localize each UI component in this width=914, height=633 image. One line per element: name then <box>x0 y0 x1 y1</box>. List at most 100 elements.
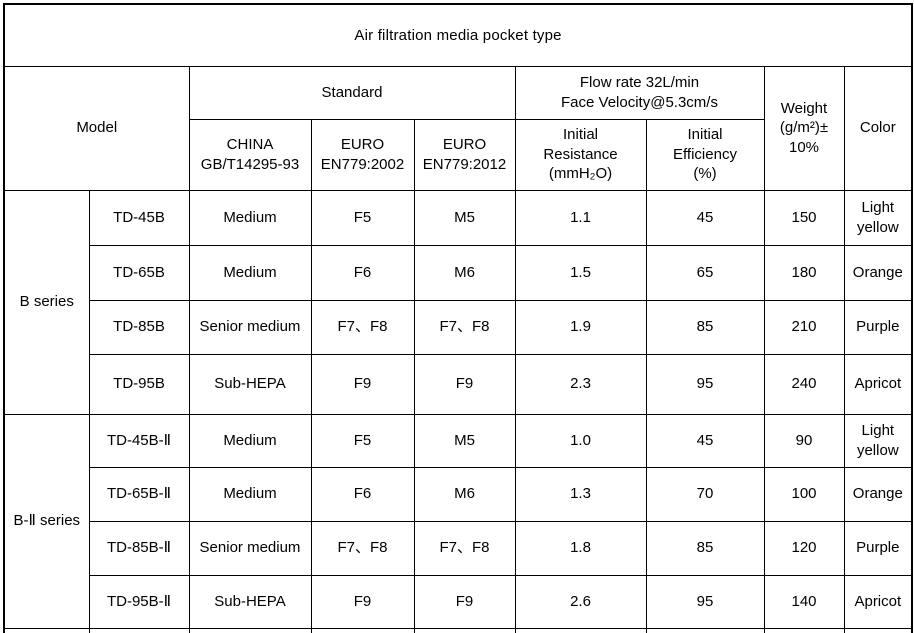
header-initial-efficiency: Initial Efficiency (%) <box>645 118 765 191</box>
empty-cell <box>310 627 415 633</box>
table-row: B series TD-45B Medium F5 M5 1.1 45 150 … <box>3 189 913 415</box>
empty-cell <box>514 627 647 633</box>
weight-cell: 210 <box>763 299 845 355</box>
euro2002-cell: F5 <box>310 189 415 246</box>
table-title: Air filtration media pocket type <box>3 3 913 67</box>
weight-cell: 90 <box>763 413 845 468</box>
color-cell: Apricot <box>843 353 913 415</box>
color-cell: Light yellow <box>843 413 913 468</box>
header-flow-rate: Flow rate 32L/min Face Velocity@5.3cm/s <box>514 65 765 120</box>
weight-cell: 240 <box>763 353 845 415</box>
resistance-cell: 2.6 <box>514 574 647 629</box>
efficiency-cell: 85 <box>645 520 765 576</box>
header-row-1: Model Standard Flow rate 32L/min Face Ve… <box>3 65 913 191</box>
resistance-cell: 1.8 <box>514 520 647 576</box>
model-cell: TD-85B-Ⅱ <box>88 520 190 576</box>
model-cell: TD-85B <box>88 299 190 355</box>
efficiency-cell: 95 <box>645 353 765 415</box>
table-row: TD-95B-Ⅱ Sub-HEPA F9 F9 2.6 95 140 Apric… <box>4 574 913 629</box>
table-row: TD-95B Sub-HEPA F9 F9 2.3 95 240 Apricot <box>4 353 913 415</box>
euro2002-cell: F6 <box>310 466 415 522</box>
weight-cell: 120 <box>763 520 845 576</box>
series-label-b2: B-Ⅱ series <box>3 413 90 629</box>
euro2012-cell: M5 <box>413 189 516 246</box>
china-grade-cell: Medium <box>188 413 312 468</box>
china-grade-cell: Sub-HEPA <box>188 353 312 415</box>
weight-cell: 150 <box>763 189 845 246</box>
euro2002-cell: F5 <box>310 413 415 468</box>
header-standard: Standard <box>188 65 516 120</box>
empty-cell <box>763 627 845 633</box>
table-row: TD-65B Medium F6 M6 1.5 65 180 Orange <box>4 244 913 301</box>
series-label-b: B series <box>3 189 90 415</box>
air-filtration-spec-table: Air filtration media pocket type Model S… <box>3 3 914 633</box>
china-grade-cell: Senior medium <box>188 299 312 355</box>
efficiency-cell: 45 <box>645 413 765 468</box>
color-cell: Purple <box>843 299 913 355</box>
china-grade-cell: Sub-HEPA <box>188 574 312 629</box>
efficiency-cell: 70 <box>645 466 765 522</box>
model-cell: TD-65B-Ⅱ <box>88 466 190 522</box>
china-grade-cell: Medium <box>188 189 312 246</box>
color-cell: Apricot <box>843 574 913 629</box>
empty-cell <box>3 627 90 633</box>
euro2012-cell: M5 <box>413 413 516 468</box>
euro2012-cell: F7、F8 <box>413 520 516 576</box>
euro2002-cell: F6 <box>310 244 415 301</box>
resistance-cell: 1.5 <box>514 244 647 301</box>
table-row: TD-65B-Ⅱ Medium F6 M6 1.3 70 100 Orange <box>4 466 913 522</box>
model-cell: TD-65B <box>88 244 190 301</box>
model-cell: TD-45B <box>88 189 190 246</box>
table-row: TD-85B Senior medium F7、F8 F7、F8 1.9 85 … <box>4 299 913 355</box>
color-cell: Orange <box>843 466 913 522</box>
title-row: Air filtration media pocket type <box>3 3 913 67</box>
empty-cell <box>843 627 913 633</box>
resistance-cell: 1.9 <box>514 299 647 355</box>
model-cell: TD-45B-Ⅱ <box>88 413 190 468</box>
color-cell: Purple <box>843 520 913 576</box>
empty-cell <box>413 627 516 633</box>
euro2002-cell: F9 <box>310 353 415 415</box>
resistance-cell: 1.3 <box>514 466 647 522</box>
weight-cell: 180 <box>763 244 845 301</box>
table-row-cutoff <box>3 627 913 633</box>
euro2012-cell: F9 <box>413 353 516 415</box>
resistance-cell: 2.3 <box>514 353 647 415</box>
china-grade-cell: Medium <box>188 244 312 301</box>
model-cell: TD-95B <box>88 353 190 415</box>
header-model: Model <box>3 65 190 191</box>
euro2002-cell: F9 <box>310 574 415 629</box>
empty-cell <box>188 627 312 633</box>
header-weight: Weight (g/m²)± 10% <box>763 65 845 191</box>
euro2012-cell: F9 <box>413 574 516 629</box>
header-row-2: CHINA GB/T14295-93 EURO EN779:2002 EURO … <box>4 118 912 191</box>
china-grade-cell: Senior medium <box>188 520 312 576</box>
resistance-cell: 1.1 <box>514 189 647 246</box>
header-china-standard: CHINA GB/T14295-93 <box>188 118 312 191</box>
header-color: Color <box>843 65 913 191</box>
euro2012-cell: M6 <box>413 466 516 522</box>
model-cell: TD-95B-Ⅱ <box>88 574 190 629</box>
color-cell: Orange <box>843 244 913 301</box>
china-grade-cell: Medium <box>188 466 312 522</box>
euro2002-cell: F7、F8 <box>310 299 415 355</box>
euro2012-cell: M6 <box>413 244 516 301</box>
table-row: TD-85B-Ⅱ Senior medium F7、F8 F7、F8 1.8 8… <box>4 520 913 576</box>
empty-cell <box>88 627 190 633</box>
efficiency-cell: 85 <box>645 299 765 355</box>
header-euro-en779-2012: EURO EN779:2012 <box>413 118 516 191</box>
header-initial-resistance: Initial Resistance (mmH₂O) <box>514 118 647 191</box>
weight-cell: 140 <box>763 574 845 629</box>
euro2012-cell: F7、F8 <box>413 299 516 355</box>
efficiency-cell: 45 <box>645 189 765 246</box>
resistance-cell: 1.0 <box>514 413 647 468</box>
efficiency-cell: 65 <box>645 244 765 301</box>
euro2002-cell: F7、F8 <box>310 520 415 576</box>
weight-cell: 100 <box>763 466 845 522</box>
color-cell: Light yellow <box>843 189 913 246</box>
header-euro-en779-2002: EURO EN779:2002 <box>310 118 415 191</box>
table-row: B-Ⅱ series TD-45B-Ⅱ Medium F5 M5 1.0 45 … <box>3 413 913 629</box>
empty-cell <box>645 627 765 633</box>
efficiency-cell: 95 <box>645 574 765 629</box>
